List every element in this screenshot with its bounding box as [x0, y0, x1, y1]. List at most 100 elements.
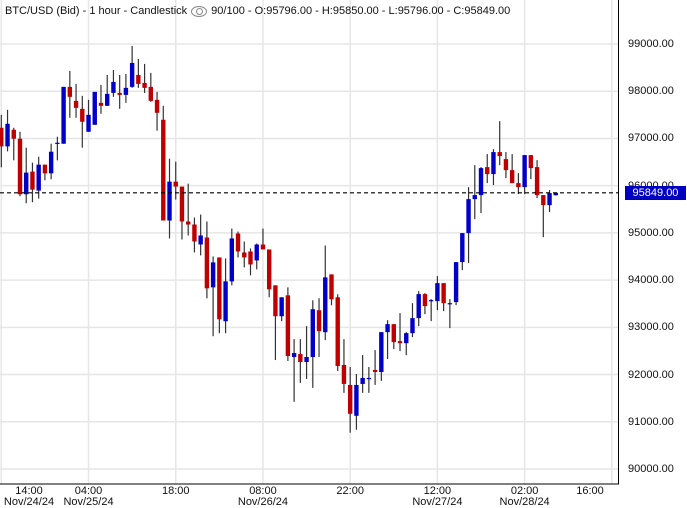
candle[interactable]: [154, 91, 160, 131]
candle[interactable]: [98, 84, 104, 114]
candle[interactable]: [273, 285, 278, 361]
candle[interactable]: [291, 339, 297, 402]
candle[interactable]: [547, 190, 552, 213]
candle[interactable]: [229, 228, 235, 286]
candle[interactable]: [117, 74, 122, 109]
candle[interactable]: [92, 91, 97, 125]
candle[interactable]: [428, 299, 434, 322]
candle[interactable]: [372, 350, 378, 385]
x-tick-time: 04:00: [74, 485, 103, 497]
candle[interactable]: [341, 339, 347, 393]
candle[interactable]: [366, 366, 372, 393]
candle[interactable]: [478, 167, 484, 214]
candle[interactable]: [198, 214, 203, 256]
candle[interactable]: [360, 355, 365, 393]
candle[interactable]: [447, 299, 453, 329]
x-tick-label: 08:00 Nov/26/24: [238, 486, 288, 508]
candle[interactable]: [485, 154, 490, 184]
candle[interactable]: [285, 287, 291, 362]
candle[interactable]: [266, 249, 272, 298]
candle[interactable]: [48, 143, 54, 180]
candle[interactable]: [105, 74, 110, 106]
candle-body: [67, 86, 73, 97]
candle[interactable]: [142, 63, 147, 93]
candle[interactable]: [55, 136, 60, 161]
candle[interactable]: [404, 332, 409, 356]
y-tick-label: 95000.00: [628, 226, 674, 239]
candle[interactable]: [242, 241, 247, 268]
candle-body: [528, 155, 534, 169]
candle[interactable]: [472, 165, 477, 220]
candle[interactable]: [260, 228, 266, 250]
candle[interactable]: [385, 320, 390, 360]
candle[interactable]: [42, 164, 48, 181]
candle[interactable]: [516, 173, 521, 195]
candle[interactable]: [223, 258, 228, 334]
candle[interactable]: [235, 231, 241, 258]
candle[interactable]: [173, 161, 178, 200]
candle[interactable]: [316, 298, 322, 358]
candle[interactable]: [61, 86, 66, 144]
candle[interactable]: [123, 73, 129, 103]
candle[interactable]: [422, 293, 428, 315]
candle[interactable]: [161, 105, 166, 221]
candle[interactable]: [204, 221, 210, 299]
candle[interactable]: [491, 149, 496, 186]
candle[interactable]: [435, 276, 440, 311]
candle[interactable]: [416, 291, 421, 327]
candle[interactable]: [460, 233, 465, 271]
candle[interactable]: [36, 156, 41, 199]
current-price-label: 95849.00: [625, 185, 686, 200]
candle[interactable]: [410, 303, 415, 338]
candle[interactable]: [347, 366, 353, 433]
candle[interactable]: [304, 326, 309, 379]
candle[interactable]: [136, 58, 141, 88]
candle[interactable]: [441, 283, 446, 312]
candle[interactable]: [73, 83, 79, 118]
candle[interactable]: [210, 256, 216, 337]
candle[interactable]: [86, 99, 91, 132]
candle[interactable]: [323, 245, 328, 341]
candle[interactable]: [11, 127, 16, 161]
candle[interactable]: [30, 162, 35, 203]
candle[interactable]: [541, 195, 546, 238]
candle[interactable]: [5, 109, 10, 152]
candle[interactable]: [528, 155, 534, 180]
candle[interactable]: [129, 45, 135, 88]
candle[interactable]: [335, 294, 340, 371]
candle[interactable]: [354, 373, 359, 430]
candle[interactable]: [167, 158, 172, 239]
candle[interactable]: [248, 248, 253, 276]
candle[interactable]: [391, 324, 396, 350]
candle[interactable]: [0, 114, 4, 168]
candle[interactable]: [379, 332, 384, 381]
candle-body: [391, 324, 396, 343]
candle[interactable]: [466, 187, 471, 264]
candle[interactable]: [80, 95, 85, 148]
candle[interactable]: [254, 243, 259, 270]
x-tick-label: 04:00 Nov/25/24: [63, 486, 113, 508]
candle[interactable]: [497, 121, 502, 166]
eye-icon[interactable]: [191, 5, 208, 17]
candle[interactable]: [24, 147, 29, 204]
candle[interactable]: [509, 154, 515, 184]
candle[interactable]: [279, 297, 284, 322]
candle[interactable]: [217, 257, 222, 334]
candle[interactable]: [192, 217, 197, 253]
candle[interactable]: [67, 70, 73, 118]
candle[interactable]: [329, 274, 334, 306]
candle[interactable]: [148, 72, 154, 102]
candle[interactable]: [522, 155, 527, 195]
candle[interactable]: [534, 160, 540, 199]
candle-body: [136, 74, 141, 84]
candle[interactable]: [453, 262, 459, 306]
candle[interactable]: [503, 152, 509, 179]
candle[interactable]: [186, 183, 191, 236]
candle[interactable]: [17, 131, 23, 197]
candle[interactable]: [111, 69, 116, 97]
candle[interactable]: [310, 300, 315, 388]
candle[interactable]: [397, 313, 403, 352]
candle[interactable]: [298, 339, 303, 383]
candle[interactable]: [179, 186, 185, 240]
